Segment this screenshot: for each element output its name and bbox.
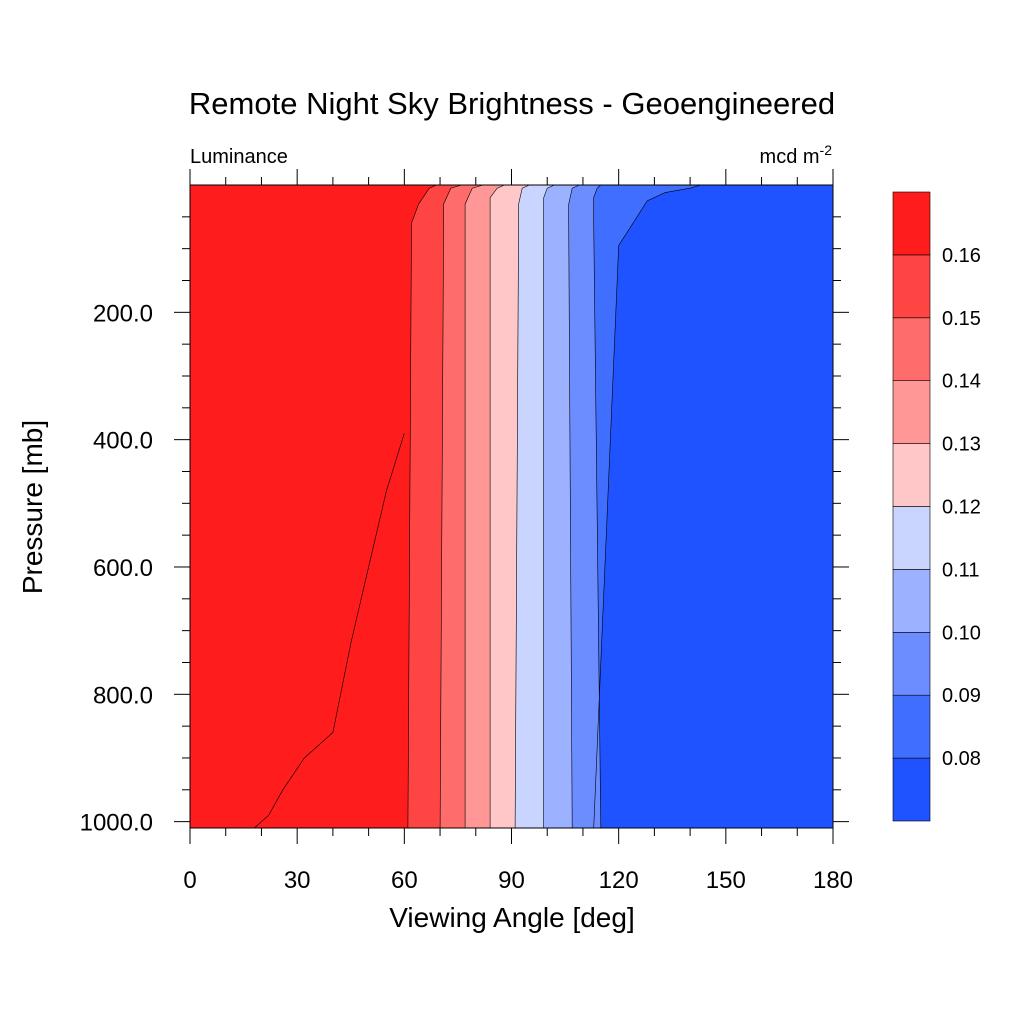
x-tick-label: 90 <box>498 867 525 894</box>
colorbar-box <box>892 317 931 381</box>
plot-fills <box>190 185 833 828</box>
x-axis-title: Viewing Angle [deg] <box>389 902 634 933</box>
colorbar-label: 0.09 <box>942 685 981 707</box>
contour-line-1 <box>593 184 602 829</box>
x-tick-label: 150 <box>706 867 746 894</box>
x-tick-label: 180 <box>813 867 853 894</box>
colorbar-box <box>892 443 931 507</box>
colorbar: 0.08 0.09 0.10 0.11 0.12 0.13 0.14 0.15 0.16 <box>892 191 981 822</box>
x-tick-label: 120 <box>599 867 639 894</box>
y-axis-title: Pressure [mb] <box>17 420 48 594</box>
colorbar-box <box>892 506 931 570</box>
colorbar-label: 0.13 <box>942 434 981 456</box>
right-string-exponent: -2 <box>820 142 833 158</box>
x-axis-ticks: 0 30 60 90 120 150 180 <box>183 169 853 894</box>
y-tick-label: 600.0 <box>93 555 153 582</box>
colorbar-box <box>892 757 931 822</box>
y-tick-label: 1000.0 <box>80 810 153 837</box>
colorbar-label: 0.08 <box>942 748 981 770</box>
colorbar-label: 0.10 <box>942 622 981 644</box>
colorbar-box <box>892 694 931 759</box>
contour-line-5 <box>489 184 505 828</box>
x-tick-label: 0 <box>183 867 196 894</box>
colorbar-box <box>892 191 931 256</box>
colorbar-box <box>892 254 931 319</box>
colorbar-box <box>892 380 931 444</box>
colorbar-label: 0.16 <box>942 245 981 267</box>
y-tick-label: 200.0 <box>93 300 153 327</box>
y-tick-label: 800.0 <box>93 682 153 709</box>
colorbar-label: 0.14 <box>942 371 981 393</box>
colorbar-box <box>892 569 931 633</box>
chart-title: Remote Night Sky Brightness - Geoenginee… <box>189 86 835 121</box>
contour-line-0 <box>593 184 701 829</box>
contour-line-6 <box>464 184 483 828</box>
contour-line-4 <box>514 184 530 829</box>
colorbar-label: 0.12 <box>942 497 981 519</box>
right-string-base: mcd m <box>760 146 820 168</box>
contour-line-2 <box>568 184 580 829</box>
colorbar-label: 0.15 <box>942 308 981 330</box>
colorbar-label: 0.11 <box>942 559 979 581</box>
y-axis-ticks: 200.0 400.0 600.0 800.0 1000.0 <box>80 216 849 837</box>
contour-line-9 <box>254 433 405 829</box>
y-tick-label: 400.0 <box>93 428 153 455</box>
contour-line-8 <box>407 184 437 829</box>
contour-line-7 <box>439 184 462 829</box>
contour-line-3 <box>543 184 555 828</box>
x-tick-label: 30 <box>284 867 311 894</box>
left-string: Luminance <box>190 146 288 168</box>
colorbar-box <box>892 631 931 696</box>
contour-band-9 <box>190 185 437 828</box>
right-string: mcd m-2 <box>760 142 833 168</box>
contour-lines <box>254 184 701 829</box>
x-tick-label: 60 <box>391 867 418 894</box>
